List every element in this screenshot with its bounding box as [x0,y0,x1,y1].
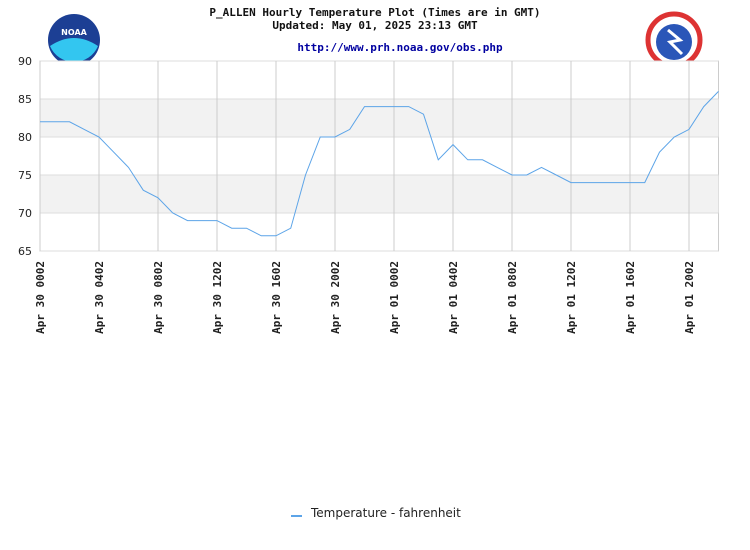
x-tick-label: Apr 30 0402 [93,261,106,334]
x-tick-label: Apr 01 0802 [506,261,519,334]
svg-text:NOAA: NOAA [61,28,87,37]
band [40,99,719,137]
x-tick-label: Apr 01 1602 [624,261,637,334]
x-tick-label: Apr 01 2002 [683,261,696,334]
x-tick-label: Apr 30 1602 [270,261,283,334]
x-tick-label: Apr 01 0402 [447,261,460,334]
x-tick-label: Apr 30 2002 [329,261,342,334]
y-tick-label: 80 [18,131,32,144]
y-tick-label: 70 [18,207,32,220]
y-tick-label: 90 [18,55,32,68]
plot-area [39,60,719,252]
chart-subtitle: Updated: May 01, 2025 23:13 GMT [272,19,478,32]
x-tick-label: Apr 30 0802 [152,261,165,334]
data-line [40,91,719,237]
y-tick-label: 65 [18,245,32,258]
url: http://www.prh.noaa.gov/obs.php [297,41,503,54]
noaa-logo: NOAA [48,14,100,66]
x-tick-label: Apr 01 1202 [565,261,578,334]
chart-title: P_ALLEN Hourly Temperature Plot (Times a… [209,6,540,19]
legend-label: Temperature - fahrenheit [310,506,461,520]
y-tick-label: 85 [18,93,32,106]
nws-logo [645,11,703,69]
x-tick-label: Apr 30 0002 [34,261,47,334]
y-tick-label: 75 [18,169,32,182]
x-tick-label: Apr 30 1202 [211,261,224,334]
x-tick-label: Apr 01 0002 [388,261,401,334]
band [40,175,719,213]
